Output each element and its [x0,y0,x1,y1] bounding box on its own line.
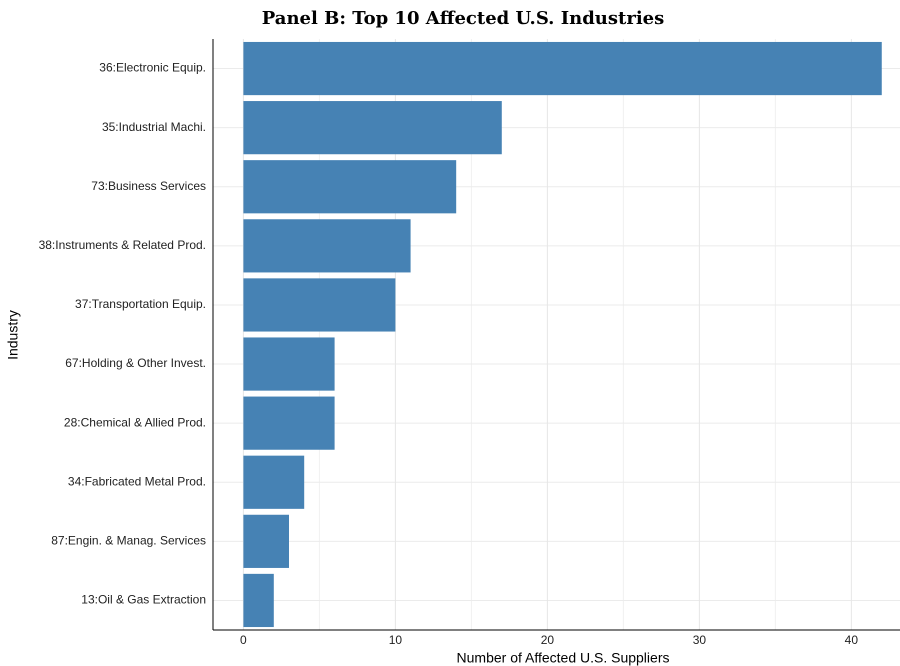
y-tick-label: 13:Oil & Gas Extraction [81,593,206,607]
bar [243,219,411,273]
bar [243,337,335,391]
bar [243,278,396,332]
bar [243,160,457,214]
x-tick-label: 0 [240,633,247,647]
x-tick-label: 20 [541,633,555,647]
x-tick-label: 30 [693,633,707,647]
y-tick-label: 34:Fabricated Metal Prod. [68,474,206,488]
x-tick-label: 10 [389,633,403,647]
x-tick-label: 40 [845,633,859,647]
chart-title: Panel B: Top 10 Affected U.S. Industries [262,8,665,29]
y-tick-label: 35:Industrial Machi. [102,120,206,134]
x-axis-title: Number of Affected U.S. Suppliers [457,650,670,666]
bar [243,455,305,509]
bar [243,41,882,96]
y-tick-label: 73:Business Services [91,179,206,193]
y-tick-label: 28:Chemical & Allied Prod. [64,415,206,429]
bar [243,101,502,155]
bar [243,573,274,628]
y-tick-label: 87:Engin. & Manag. Services [51,534,206,548]
bar [243,514,289,568]
y-tick-label: 37:Transportation Equip. [75,297,206,311]
bar [243,396,335,450]
y-axis-title: Industry [5,310,21,360]
y-tick-label: 36:Electronic Equip. [99,61,206,75]
y-tick-label: 67:Holding & Other Invest. [65,356,206,370]
y-tick-label: 38:Instruments & Related Prod. [39,238,206,252]
